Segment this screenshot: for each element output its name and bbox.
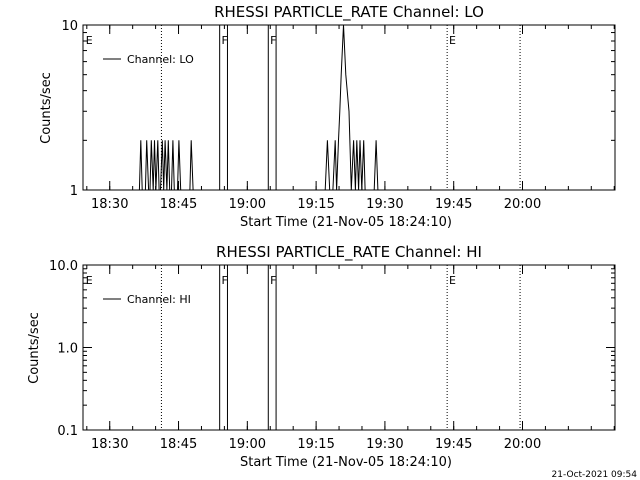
y-tick-label: 0.1	[57, 424, 78, 439]
x-tick-label: 20:00	[504, 197, 541, 212]
x-tick-label: 19:30	[366, 197, 403, 212]
event-marker-e: E	[449, 34, 456, 47]
panel-lo: RHESSI PARTICLE_RATE Channel: LO Counts/…	[39, 3, 616, 230]
event-marker-e: E	[86, 274, 93, 287]
panel-hi-title: RHESSI PARTICLE_RATE Channel: HI	[216, 243, 482, 262]
panel-lo-plot-area: 18:30 18:45 19:00 19:15 19:30 19:45 20:00 1 10 E F…	[61, 19, 616, 212]
series-line	[83, 24, 615, 191]
panel-hi-plot-area: 18:30 18:45 19:00 19:15 19:30 19:45 20:00 0.1 1.…	[49, 259, 616, 452]
x-tick-label: 19:45	[435, 197, 472, 212]
legend-label: Channel: HI	[127, 293, 191, 306]
panel-lo-xlabel: Start Time (21-Nov-05 18:24:10)	[240, 215, 452, 230]
panel-lo-ylabel: Counts/sec	[39, 72, 54, 144]
plot-frame	[82, 24, 616, 191]
legend-label: Channel: LO	[127, 53, 194, 66]
x-tick-label: 18:45	[160, 437, 197, 452]
x-tick-label: 19:30	[366, 437, 403, 452]
x-tick-label: 19:45	[435, 437, 472, 452]
x-tick-label: 19:15	[297, 197, 334, 212]
footer-timestamp: 21-Oct-2021 09:54	[552, 470, 638, 480]
y-tick-label: 10.0	[49, 259, 78, 274]
x-tick-label: 20:00	[504, 437, 541, 452]
plot-frame	[82, 264, 616, 431]
x-tick-label: 18:30	[91, 197, 128, 212]
x-tick-label: 18:30	[91, 437, 128, 452]
panel-lo-title: RHESSI PARTICLE_RATE Channel: LO	[214, 3, 484, 22]
panel-hi-ylabel: Counts/sec	[27, 312, 42, 384]
x-tick-label: 18:45	[160, 197, 197, 212]
panel-hi-xlabel: Start Time (21-Nov-05 18:24:10)	[240, 455, 452, 470]
event-marker-f: F	[270, 274, 276, 287]
event-marker-f: F	[222, 274, 228, 287]
event-marker-f: F	[270, 34, 276, 47]
y-tick-label: 1.0	[57, 342, 78, 357]
panel-hi: RHESSI PARTICLE_RATE Channel: HI Counts/…	[27, 243, 616, 470]
y-tick-label: 10	[61, 19, 78, 34]
x-tick-label: 19:15	[297, 437, 334, 452]
x-tick-label: 19:00	[229, 197, 266, 212]
event-marker-f: F	[222, 34, 228, 47]
event-marker-e: E	[449, 274, 456, 287]
event-marker-e: E	[86, 34, 93, 47]
y-tick-label: 1	[70, 184, 78, 199]
x-tick-label: 19:00	[229, 437, 266, 452]
